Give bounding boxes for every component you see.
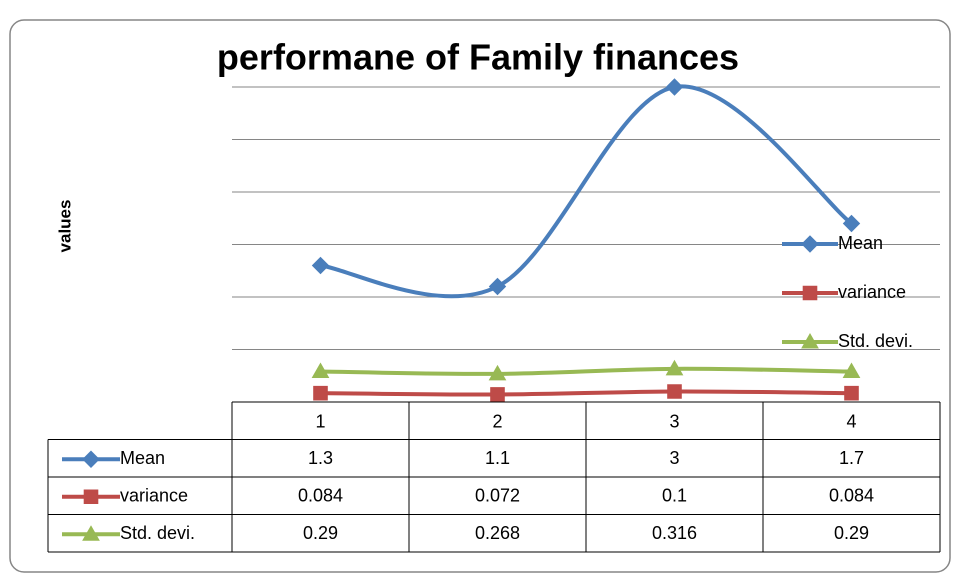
marker bbox=[665, 78, 684, 96]
series-line bbox=[320, 389, 852, 397]
table-row-label: variance bbox=[120, 486, 188, 506]
chart-title: performane of Family finances bbox=[217, 37, 739, 78]
chart-frame bbox=[9, 19, 951, 573]
legend-label: Mean bbox=[838, 233, 883, 253]
marker bbox=[490, 387, 505, 402]
x-tick-label: 2 bbox=[492, 412, 502, 432]
marker bbox=[82, 450, 100, 468]
table-cell: 0.316 bbox=[652, 523, 697, 543]
marker bbox=[801, 332, 819, 349]
table-cell: 0.268 bbox=[475, 523, 520, 543]
legend-label: variance bbox=[838, 282, 906, 302]
y-axis-label: values bbox=[55, 200, 74, 253]
marker bbox=[83, 489, 99, 505]
marker bbox=[801, 235, 819, 253]
series-line bbox=[320, 366, 852, 376]
table-cell: 0.072 bbox=[475, 486, 520, 506]
table-row-label: Mean bbox=[120, 448, 165, 468]
table-cell: 0.1 bbox=[662, 486, 687, 506]
x-tick-label: 3 bbox=[669, 412, 679, 432]
marker bbox=[488, 364, 507, 381]
marker bbox=[667, 384, 682, 399]
marker bbox=[842, 362, 861, 379]
marker bbox=[311, 362, 330, 379]
x-tick-label: 1 bbox=[315, 412, 325, 432]
table-cell: 1.3 bbox=[308, 448, 333, 468]
marker bbox=[842, 214, 861, 233]
table-cell: 1.1 bbox=[485, 448, 510, 468]
table-cell: 3 bbox=[669, 448, 679, 468]
table-cell: 0.29 bbox=[303, 523, 338, 543]
table-cell: 0.084 bbox=[829, 486, 874, 506]
table-row-label: Std. devi. bbox=[120, 523, 195, 543]
series-line bbox=[320, 84, 853, 299]
marker bbox=[844, 385, 859, 401]
marker bbox=[311, 256, 330, 275]
table-cell: 0.29 bbox=[834, 523, 869, 543]
legend-label: Std. devi. bbox=[838, 331, 913, 351]
table-cell: 0.084 bbox=[298, 486, 343, 506]
table-cell: 1.7 bbox=[839, 448, 864, 468]
marker bbox=[313, 385, 328, 401]
marker bbox=[488, 277, 507, 296]
marker bbox=[665, 359, 684, 376]
marker bbox=[82, 525, 100, 541]
marker bbox=[802, 285, 818, 301]
x-tick-label: 4 bbox=[846, 412, 856, 432]
